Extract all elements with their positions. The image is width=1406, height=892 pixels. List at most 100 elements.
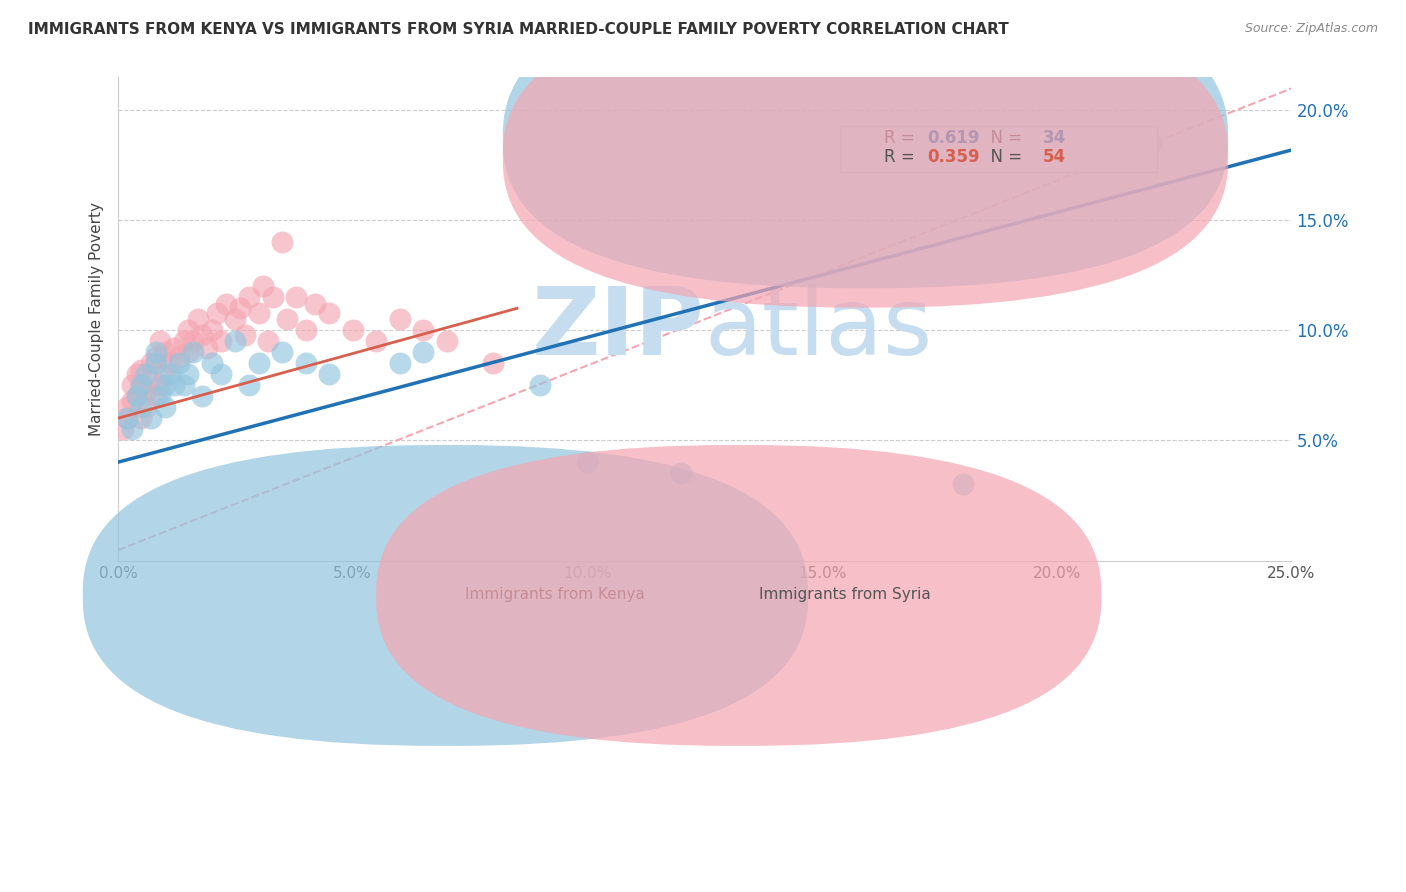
Point	[187, 312, 209, 326]
Text: 0.359: 0.359	[928, 148, 980, 166]
Point	[201, 323, 224, 337]
Y-axis label: Married-Couple Family Poverty: Married-Couple Family Poverty	[89, 202, 104, 436]
Point	[131, 401, 153, 415]
Point	[153, 368, 176, 382]
Point	[145, 356, 167, 370]
Point	[215, 297, 238, 311]
Point	[177, 345, 200, 359]
FancyBboxPatch shape	[503, 0, 1227, 288]
Point	[117, 401, 139, 415]
Point	[388, 356, 411, 370]
Point	[201, 356, 224, 370]
Point	[238, 378, 260, 392]
Point	[257, 334, 280, 349]
Point	[318, 368, 340, 382]
Point	[111, 422, 134, 436]
Point	[131, 411, 153, 425]
Point	[209, 368, 232, 382]
Point	[271, 345, 294, 359]
Point	[177, 368, 200, 382]
Point	[482, 356, 505, 370]
Point	[159, 356, 181, 370]
Point	[159, 368, 181, 382]
Text: 54: 54	[1043, 148, 1066, 166]
Point	[229, 301, 252, 316]
Point	[139, 356, 162, 370]
Text: Immigrants from Syria: Immigrants from Syria	[759, 588, 931, 602]
Point	[163, 378, 186, 392]
Point	[173, 334, 195, 349]
Point	[167, 356, 190, 370]
Text: R =: R =	[884, 129, 921, 147]
Point	[121, 378, 143, 392]
FancyBboxPatch shape	[377, 445, 1101, 746]
Point	[153, 345, 176, 359]
Point	[167, 350, 190, 364]
Text: Source: ZipAtlas.com: Source: ZipAtlas.com	[1244, 22, 1378, 36]
FancyBboxPatch shape	[503, 7, 1227, 308]
Point	[1139, 136, 1161, 151]
Point	[671, 466, 693, 480]
Text: R =: R =	[884, 148, 921, 166]
Point	[139, 371, 162, 385]
Point	[209, 334, 232, 349]
Point	[149, 378, 172, 392]
Point	[205, 306, 228, 320]
Point	[224, 312, 246, 326]
Point	[135, 384, 157, 399]
Point	[342, 323, 364, 337]
Text: 0.619: 0.619	[928, 129, 980, 147]
Text: ZIP: ZIP	[531, 283, 704, 375]
FancyBboxPatch shape	[839, 126, 1157, 172]
Point	[153, 401, 176, 415]
Point	[117, 411, 139, 425]
Point	[117, 411, 139, 425]
Point	[388, 312, 411, 326]
Point	[952, 477, 974, 491]
Point	[247, 356, 270, 370]
Point	[576, 455, 599, 469]
Point	[145, 389, 167, 403]
FancyBboxPatch shape	[83, 445, 808, 746]
Point	[131, 378, 153, 392]
Point	[304, 297, 326, 311]
Point	[145, 350, 167, 364]
Point	[195, 341, 218, 355]
Point	[153, 378, 176, 392]
Point	[181, 345, 204, 359]
Text: N =: N =	[980, 129, 1028, 147]
Text: 34: 34	[1043, 129, 1066, 147]
Point	[125, 389, 148, 403]
Point	[135, 401, 157, 415]
Point	[247, 306, 270, 320]
Text: atlas: atlas	[704, 283, 934, 375]
Point	[294, 323, 316, 337]
Point	[276, 312, 298, 326]
Text: N =: N =	[980, 148, 1028, 166]
Point	[412, 345, 434, 359]
Point	[163, 341, 186, 355]
Point	[149, 334, 172, 349]
Point	[131, 363, 153, 377]
Text: IMMIGRANTS FROM KENYA VS IMMIGRANTS FROM SYRIA MARRIED-COUPLE FAMILY POVERTY COR: IMMIGRANTS FROM KENYA VS IMMIGRANTS FROM…	[28, 22, 1010, 37]
Point	[135, 368, 157, 382]
Point	[262, 290, 284, 304]
Point	[233, 327, 256, 342]
Point	[139, 411, 162, 425]
Point	[177, 323, 200, 337]
Point	[173, 378, 195, 392]
Point	[285, 290, 308, 304]
Point	[145, 345, 167, 359]
Point	[181, 334, 204, 349]
Point	[131, 378, 153, 392]
Point	[191, 389, 214, 403]
Point	[412, 323, 434, 337]
Point	[125, 389, 148, 403]
Point	[191, 327, 214, 342]
Point	[238, 290, 260, 304]
Point	[366, 334, 388, 349]
Point	[318, 306, 340, 320]
Point	[224, 334, 246, 349]
Point	[121, 393, 143, 408]
Point	[294, 356, 316, 370]
